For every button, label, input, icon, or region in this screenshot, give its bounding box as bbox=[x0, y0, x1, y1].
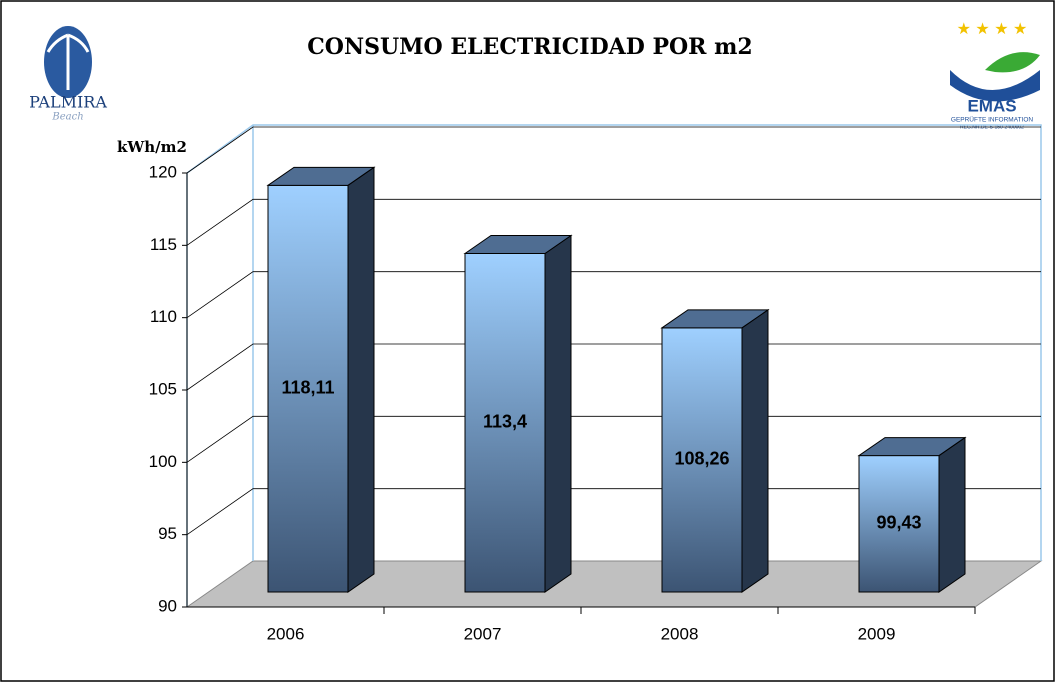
y-tick-label: 120 bbox=[149, 162, 177, 181]
grid-line bbox=[186, 126, 1041, 174]
chart-title: CONSUMO ELECTRICIDAD POR m2 bbox=[307, 34, 752, 60]
y-tick-label: 90 bbox=[158, 596, 177, 615]
bar-side bbox=[938, 436, 966, 593]
y-tick-label: 105 bbox=[149, 379, 177, 398]
leaf bbox=[985, 52, 1040, 73]
bar-side bbox=[347, 166, 375, 593]
bar bbox=[858, 455, 940, 593]
x-tick-label: 2007 bbox=[464, 624, 502, 643]
grid-line bbox=[186, 343, 1041, 391]
bar-side bbox=[741, 308, 769, 593]
bar-side bbox=[544, 234, 572, 593]
x-tick-label: 2009 bbox=[858, 624, 896, 643]
bar-top bbox=[463, 234, 573, 254]
bar-top bbox=[660, 309, 770, 329]
y-tick-label: 110 bbox=[150, 307, 177, 326]
bar bbox=[464, 252, 546, 593]
y-axis-label: kWh/m2 bbox=[117, 138, 187, 156]
stars: ★ ★ ★ ★ bbox=[957, 21, 1028, 38]
logo-sub: Beach bbox=[51, 112, 83, 123]
logo-text: EMAS bbox=[967, 96, 1016, 115]
swoosh bbox=[950, 70, 1040, 102]
grid-line bbox=[186, 488, 1041, 535]
logo-sub: GEPRÜFTE INFORMATION bbox=[951, 116, 1034, 124]
x-tick-label: 2008 bbox=[661, 624, 699, 643]
data-label: 118,11 bbox=[281, 377, 334, 397]
logo-text: PALMIRA bbox=[29, 93, 107, 112]
logo-box bbox=[938, 12, 1046, 132]
grid-line bbox=[186, 198, 1041, 246]
y-tick-label: 95 bbox=[158, 524, 177, 543]
logo-left: PALMIRA Beach bbox=[29, 26, 107, 123]
data-label: 113,4 bbox=[483, 411, 527, 431]
grid-line bbox=[186, 271, 1041, 318]
y-tick-label: 100 bbox=[149, 452, 177, 471]
y-tick-label: 115 bbox=[150, 235, 177, 254]
grid-line bbox=[186, 415, 1041, 463]
x-tick-label: 2006 bbox=[267, 624, 305, 643]
bar-top bbox=[266, 166, 376, 186]
bar bbox=[267, 184, 349, 593]
data-label: 99,43 bbox=[876, 513, 921, 533]
palm bbox=[46, 33, 90, 90]
data-label: 108,26 bbox=[674, 449, 729, 469]
bar-top bbox=[857, 437, 967, 457]
logo-right: ★ ★ ★ ★ EMAS GEPRÜFTE INFORMATION REG.NR… bbox=[938, 12, 1046, 132]
